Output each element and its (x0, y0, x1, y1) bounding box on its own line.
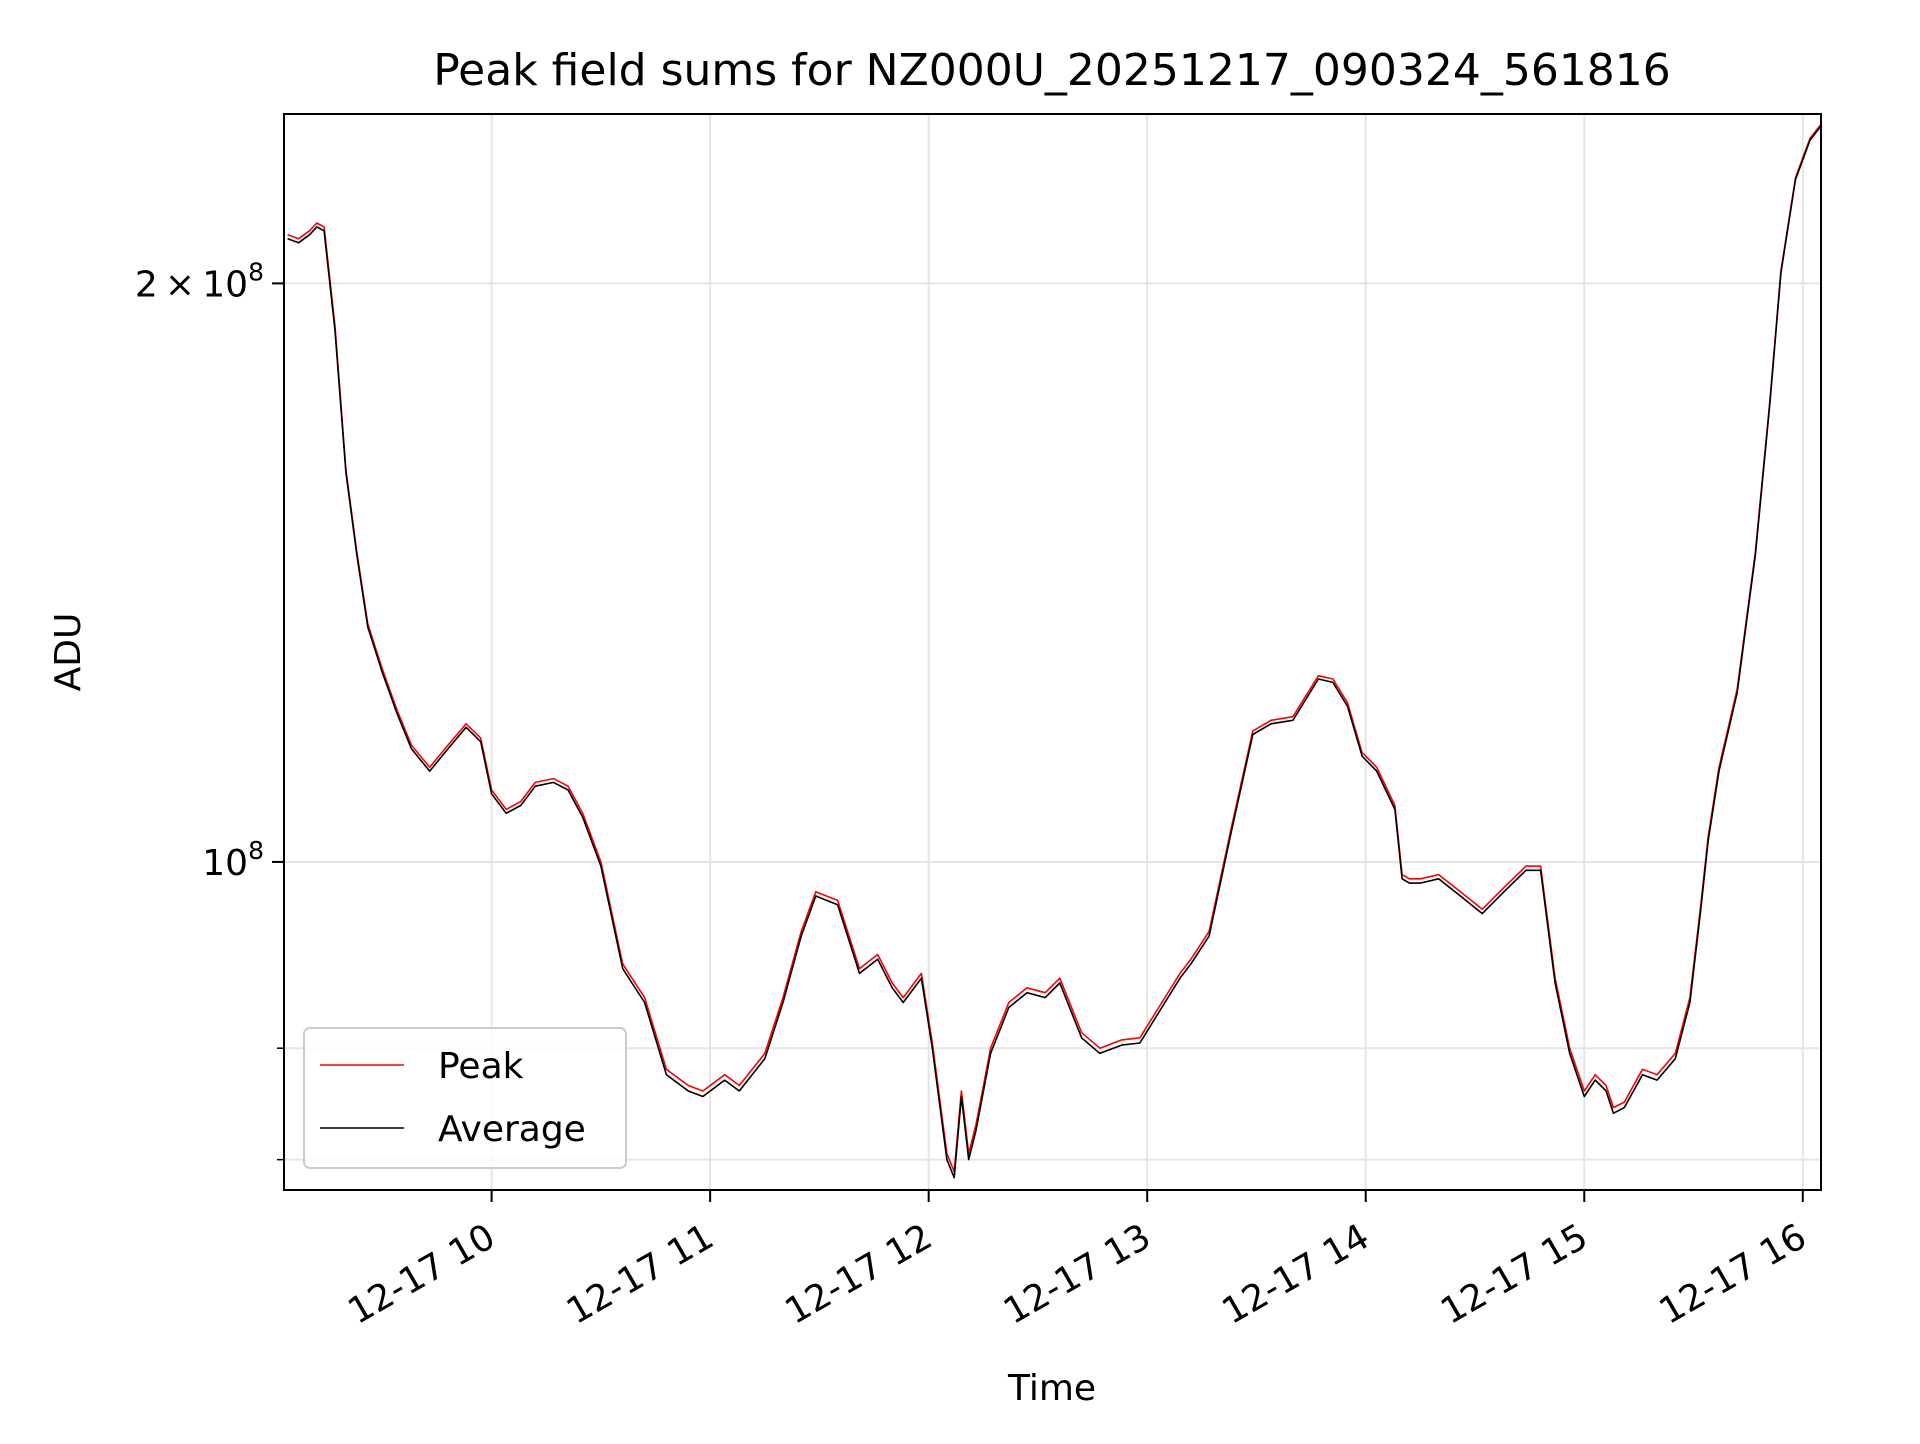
plot-frame (283, 113, 1822, 1191)
series-layer (287, 123, 1822, 1179)
y-tick-label: 2 × 108 (135, 257, 264, 305)
y-axis-label: ADU (48, 613, 89, 692)
legend: Peak Average (303, 1027, 627, 1169)
y-tick-label: 108 (202, 836, 264, 884)
y-tick-mantissa: 2 (135, 264, 158, 305)
grid (284, 114, 1821, 1190)
y-tick-times: × (158, 264, 203, 305)
y-tick-exponent: 8 (248, 836, 264, 865)
series-line-peak (287, 123, 1822, 1173)
legend-box (303, 1027, 627, 1169)
x-axis-label: Time (1007, 1368, 1096, 1409)
legend-label-average: Average (438, 1109, 586, 1150)
series-line-average (287, 125, 1822, 1179)
y-tick-base: 10 (202, 264, 248, 305)
legend-label-peak: Peak (438, 1046, 524, 1087)
chart-title: Peak field sums for NZ000U_20251217_0903… (433, 45, 1671, 96)
y-tick-exponent: 8 (248, 257, 264, 286)
y-tick-base: 10 (202, 843, 248, 884)
